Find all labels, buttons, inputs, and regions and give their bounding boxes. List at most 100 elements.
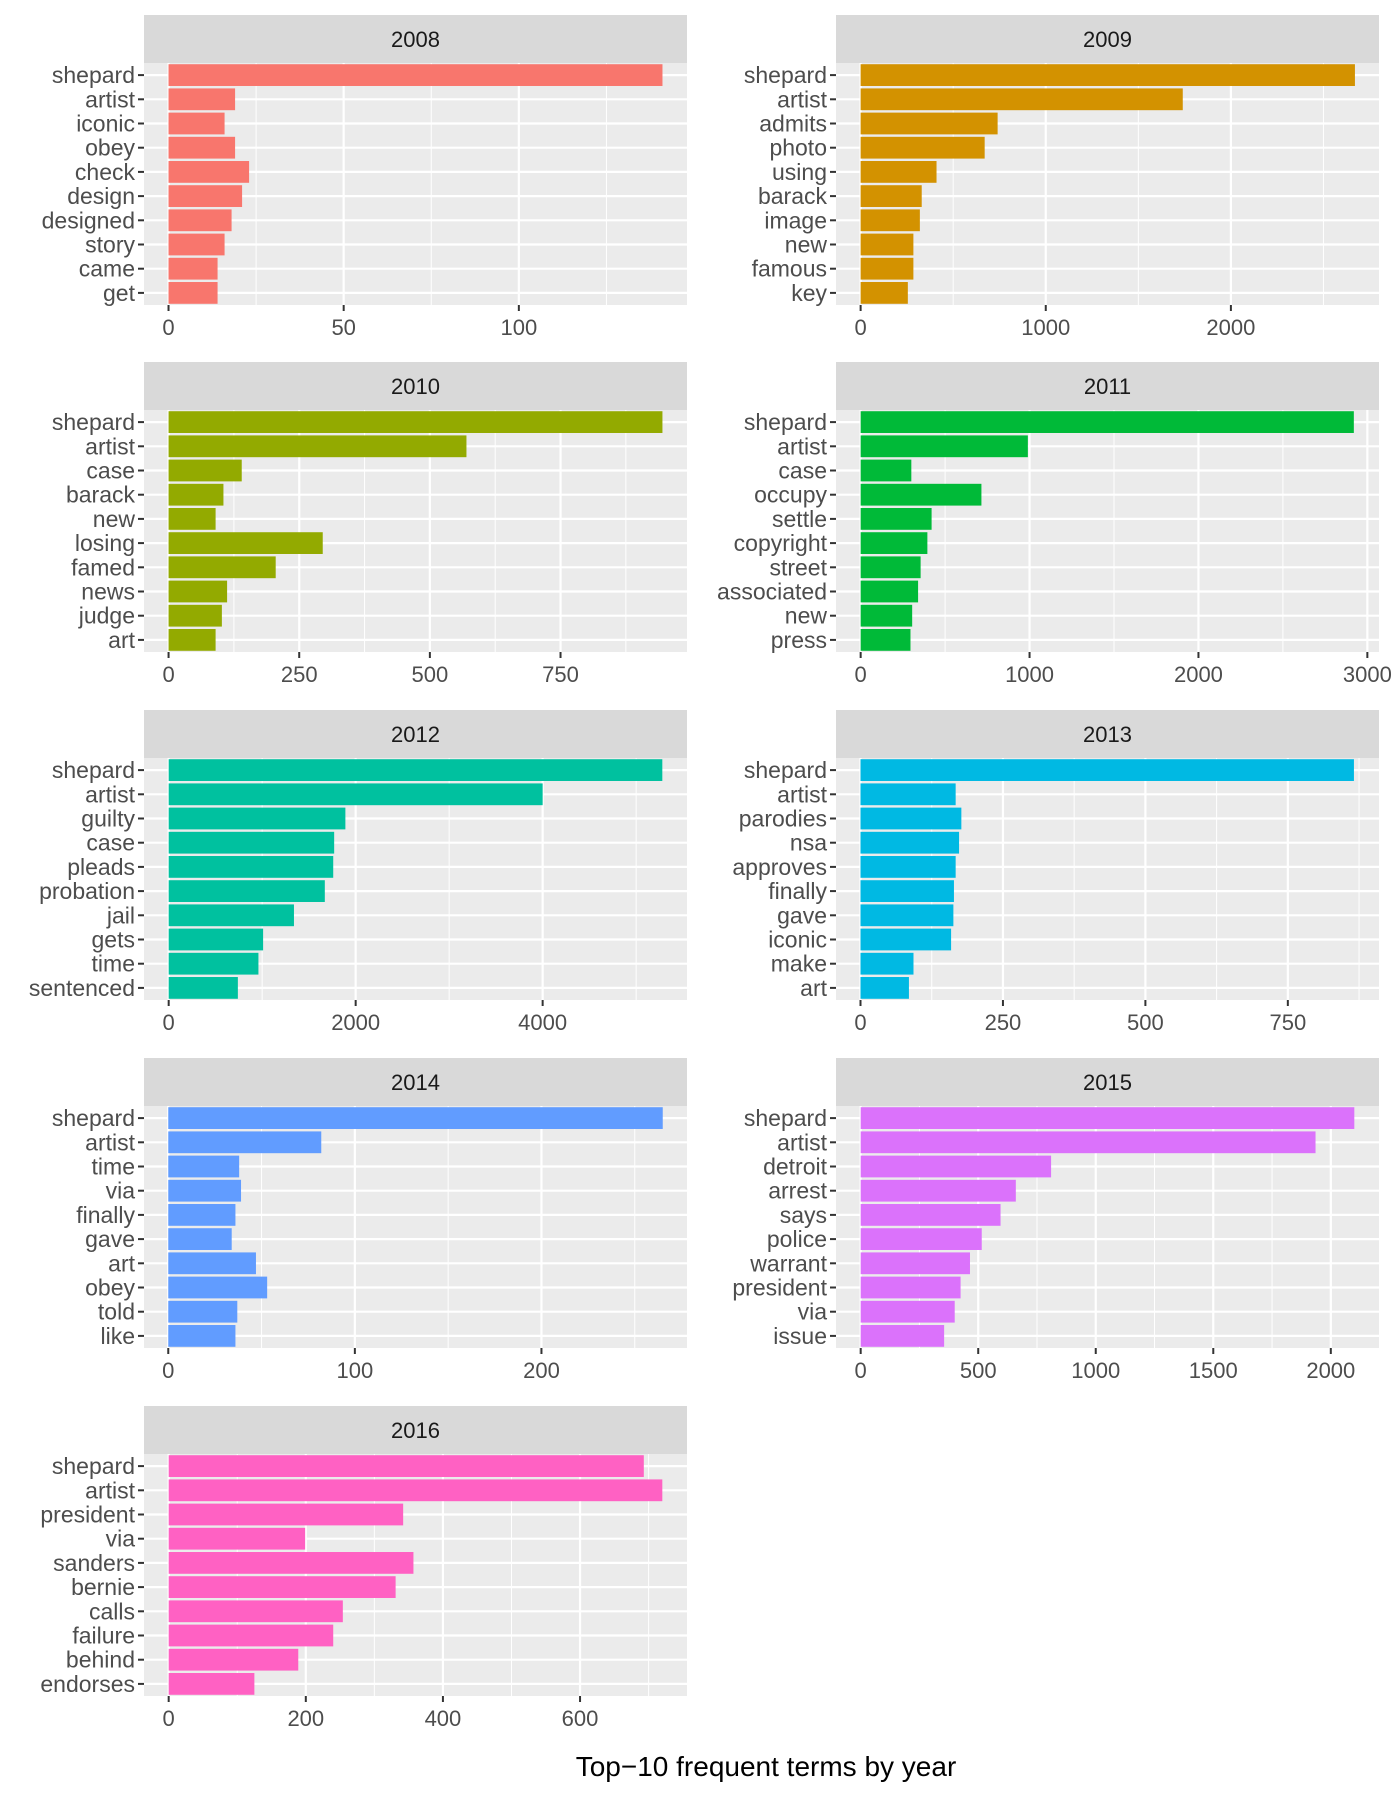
- bar-bernie: [168, 1576, 396, 1598]
- category-label: finally: [76, 1202, 135, 1228]
- bar-famous: [860, 257, 914, 280]
- bar-barack: [168, 483, 224, 506]
- bar-gave: [860, 904, 954, 927]
- x-tick-label: 2000: [331, 1010, 380, 1035]
- facet-strip: [144, 1058, 687, 1106]
- bar-nsa: [860, 831, 960, 854]
- category-label: make: [771, 951, 827, 977]
- x-tick-label: 0: [162, 662, 174, 687]
- category-label: iconic: [768, 927, 827, 953]
- x-tick-label: 500: [1127, 1010, 1164, 1035]
- bar-police: [860, 1228, 982, 1250]
- bar-occupy: [860, 483, 982, 506]
- category-label: shepard: [52, 409, 135, 435]
- bar-press: [860, 629, 911, 651]
- bar-obey: [168, 1276, 268, 1299]
- category-label: obey: [85, 135, 135, 161]
- bar-design: [168, 185, 243, 207]
- category-label: bernie: [71, 1574, 135, 1600]
- bar-artist: [168, 1131, 322, 1154]
- facet-strip: [836, 1058, 1379, 1106]
- bar-artist: [168, 88, 236, 111]
- bar-new: [860, 604, 913, 627]
- category-label: judge: [78, 603, 135, 629]
- x-tick-label: 0: [163, 1010, 175, 1035]
- bar-get: [168, 282, 218, 304]
- facet-title: 2009: [1083, 27, 1132, 52]
- x-tick-label: 200: [287, 1706, 324, 1731]
- x-tick-label: 50: [331, 315, 355, 340]
- category-label: street: [769, 554, 827, 580]
- bar-parodies: [860, 807, 962, 830]
- facet-2011: 2011 shepardartistcaseoccupysettlecopyrig…: [717, 362, 1392, 687]
- category-label: shepard: [744, 1105, 827, 1131]
- category-label: shepard: [52, 757, 135, 783]
- x-tick-label: 250: [985, 1010, 1022, 1035]
- category-label: art: [108, 627, 135, 653]
- bar-art: [168, 629, 216, 651]
- x-tick-label: 500: [412, 662, 449, 687]
- category-label: admits: [759, 111, 827, 137]
- category-label: new: [785, 232, 828, 258]
- bar-art: [860, 977, 909, 999]
- bar-new: [860, 233, 914, 256]
- bar-failure: [168, 1624, 334, 1647]
- category-label: famed: [71, 554, 135, 580]
- bar-obey: [168, 136, 236, 159]
- bar-shepard: [860, 759, 1354, 781]
- category-label: shepard: [52, 1105, 135, 1131]
- bar-admits: [860, 112, 998, 135]
- category-label: shepard: [52, 62, 135, 88]
- category-label: shepard: [744, 62, 827, 88]
- bar-sentenced: [168, 977, 238, 999]
- facet-strip: [144, 710, 687, 758]
- category-label: detroit: [763, 1154, 828, 1180]
- bar-like: [168, 1325, 236, 1347]
- bar-designed: [168, 209, 232, 232]
- x-tick-label: 0: [854, 1010, 866, 1035]
- x-tick-label: 500: [960, 1358, 997, 1383]
- category-label: via: [798, 1299, 828, 1325]
- bar-shepard: [168, 1455, 644, 1477]
- bar-shepard: [168, 1107, 663, 1129]
- category-label: police: [767, 1226, 827, 1252]
- category-label: finally: [768, 878, 827, 904]
- bar-shepard: [860, 1107, 1355, 1129]
- x-tick-label: 0: [855, 1358, 867, 1383]
- facet-title: 2015: [1083, 1070, 1132, 1095]
- category-label: sentenced: [29, 975, 135, 1001]
- category-label: artist: [85, 86, 135, 112]
- category-label: via: [106, 1178, 136, 1204]
- bar-iconic: [860, 928, 952, 951]
- x-tick-label: 1000: [1071, 1358, 1120, 1383]
- category-label: nsa: [790, 830, 827, 856]
- x-tick-label: 250: [281, 662, 318, 687]
- bar-president: [168, 1503, 404, 1526]
- category-label: president: [40, 1502, 135, 1528]
- bar-case: [860, 459, 912, 482]
- x-tick-label: 1000: [1005, 662, 1054, 687]
- x-tick-label: 0: [854, 315, 866, 340]
- facet-title: 2013: [1083, 722, 1132, 747]
- category-label: famous: [752, 256, 827, 282]
- category-label: designed: [42, 207, 135, 233]
- bar-news: [168, 580, 228, 603]
- x-tick-label: 600: [562, 1706, 599, 1731]
- bar-check: [168, 161, 250, 183]
- x-tick-label: 0: [163, 1706, 175, 1731]
- bar-arrest: [860, 1179, 1016, 1202]
- bar-artist: [860, 1131, 1316, 1154]
- bar-pleads: [168, 856, 334, 878]
- category-label: new: [93, 506, 136, 532]
- bar-barack: [860, 185, 922, 207]
- bar-approves: [860, 856, 956, 878]
- category-label: time: [92, 1154, 135, 1180]
- bar-probation: [168, 880, 325, 902]
- category-label: guilty: [81, 806, 135, 832]
- bar-image: [860, 209, 920, 232]
- bar-new: [168, 508, 216, 530]
- x-tick-label: 0: [162, 315, 174, 340]
- facet-strip: [836, 710, 1379, 758]
- bar-losing: [168, 532, 323, 554]
